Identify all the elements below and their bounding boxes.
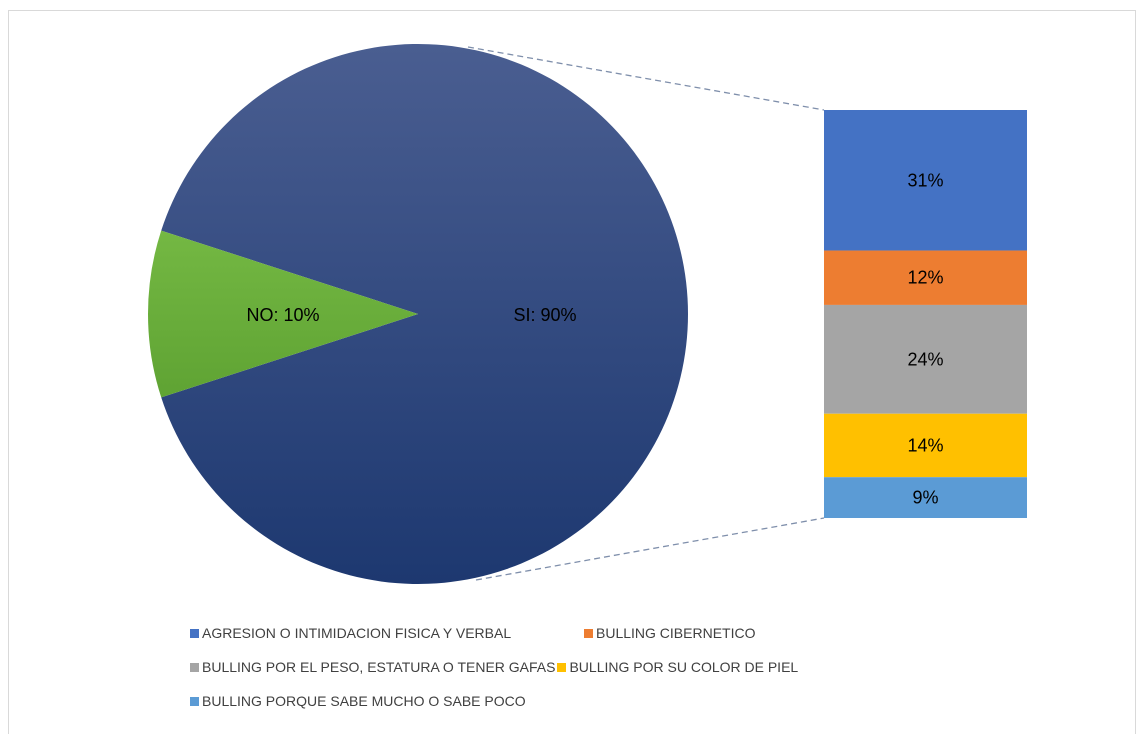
legend-item-peso: BULLING POR EL PESO, ESTATURA O TENER GA… — [190, 659, 555, 675]
pie-label-si: SI: 90% — [513, 305, 576, 325]
legend-item-color-piel: BULLING POR SU COLOR DE PIEL — [557, 659, 798, 675]
bar-segment-label: 14% — [907, 435, 943, 455]
pie-slice-si — [161, 44, 689, 584]
stacked-bar: 31% 12% 24% 14% 9% — [824, 110, 1027, 518]
legend-swatch — [584, 628, 593, 638]
legend-label: BULLING CIBERNETICO — [596, 625, 756, 641]
legend-item-agresion: AGRESION O INTIMIDACION FISICA Y VERBAL — [190, 625, 582, 641]
bar-segment — [824, 304, 1027, 414]
legend-label: BULLING POR SU COLOR DE PIEL — [569, 659, 799, 675]
pie-label-no: NO: 10% — [246, 305, 319, 325]
connector-lines — [467, 46, 825, 581]
bar-segment — [824, 477, 1027, 518]
bar-segment-label: 31% — [907, 170, 943, 190]
bar-segment-label: 24% — [907, 349, 943, 369]
bar-segment — [824, 413, 1027, 478]
legend-swatch — [190, 628, 199, 638]
bar-segment-label: 12% — [907, 268, 943, 288]
connector-line — [475, 517, 825, 581]
legend-item-cibernetico: BULLING CIBERNETICO — [584, 625, 755, 641]
legend-row: AGRESION O INTIMIDACION FISICA Y VERBAL … — [190, 616, 910, 650]
legend-swatch — [190, 696, 199, 706]
legend-item-sabe: BULLING PORQUE SABE MUCHO O SABE POCO — [190, 693, 526, 709]
legend-row: BULLING POR EL PESO, ESTATURA O TENER GA… — [190, 650, 910, 684]
connector-line — [467, 46, 825, 111]
legend: AGRESION O INTIMIDACION FISICA Y VERBAL … — [190, 616, 910, 718]
pie: SI: 90% NO: 10% — [148, 44, 689, 584]
legend-label: BULLING PORQUE SABE MUCHO O SABE POCO — [202, 693, 526, 709]
legend-label: BULLING POR EL PESO, ESTATURA O TENER GA… — [202, 659, 556, 675]
bar-segment-label: 9% — [912, 488, 938, 508]
legend-label: AGRESION O INTIMIDACION FISICA Y VERBAL — [202, 625, 512, 641]
legend-row: BULLING PORQUE SABE MUCHO O SABE POCO — [190, 684, 910, 718]
legend-swatch — [557, 662, 567, 672]
bar-segment — [824, 250, 1027, 305]
pie-slice-no — [148, 230, 418, 398]
bar-segment — [824, 110, 1027, 251]
legend-swatch — [190, 662, 199, 672]
